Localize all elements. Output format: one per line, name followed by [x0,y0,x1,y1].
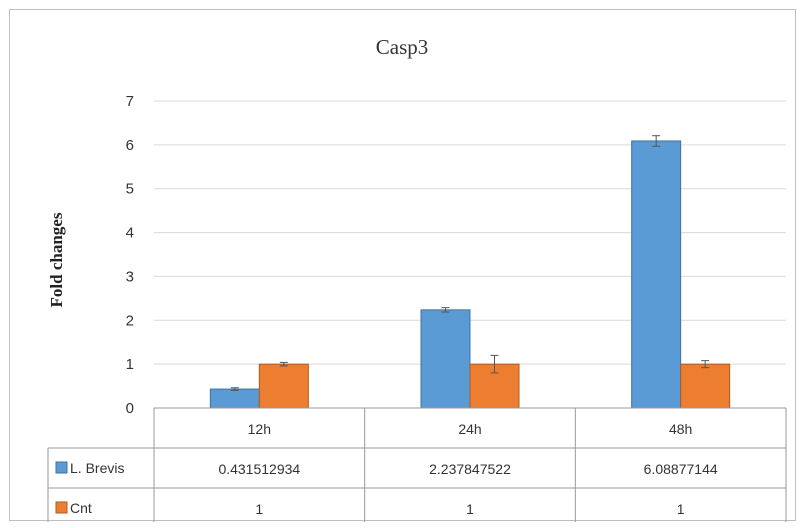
legend-label: Cnt [70,500,92,516]
x-tick-label: 12h [248,421,271,437]
data-label: 1 [255,501,263,517]
y-tick-label: 6 [126,137,134,154]
bar-cnt-48h [680,363,731,409]
y-tick-label: 2 [126,312,134,329]
data-label: 6.08877144 [644,461,718,477]
y-axis-label: Fold changes [47,212,66,307]
data-table: 12h 24h 48h L. Brevis 0.431512934 2.237847522… [47,407,787,522]
data-label: 0.431512934 [218,461,300,477]
x-tick-label: 24h [458,421,481,437]
legend-swatch [55,461,68,474]
x-tick-label: 48h [669,421,692,437]
y-tick-label: 1 [126,356,134,373]
y-tick-label: 7 [126,93,134,110]
y-tick-label: 4 [126,225,134,242]
bar-l-brevis-12h [209,388,260,409]
legend-swatch [55,501,68,514]
y-tick-label: 3 [126,268,134,285]
bar-cnt-12h [258,363,309,409]
y-tick-label: 5 [126,181,134,198]
chart-frame: Casp3 Fold changes 0 1 2 3 4 5 6 7 12h 24h 48h L. … [9,9,796,522]
data-label: 1 [677,501,685,517]
y-tick-label: 0 [126,400,134,417]
bar-l-brevis-48h [631,140,682,409]
legend-label: L. Brevis [70,460,124,476]
data-label: 2.237847522 [429,461,511,477]
bar-layer [209,135,731,409]
chart-svg: Casp3 Fold changes 0 1 2 3 4 5 6 7 12h 24h 48h L. … [47,35,787,522]
bar-l-brevis-24h [420,309,471,409]
data-label: 1 [466,501,474,517]
chart-title: Casp3 [376,35,429,59]
